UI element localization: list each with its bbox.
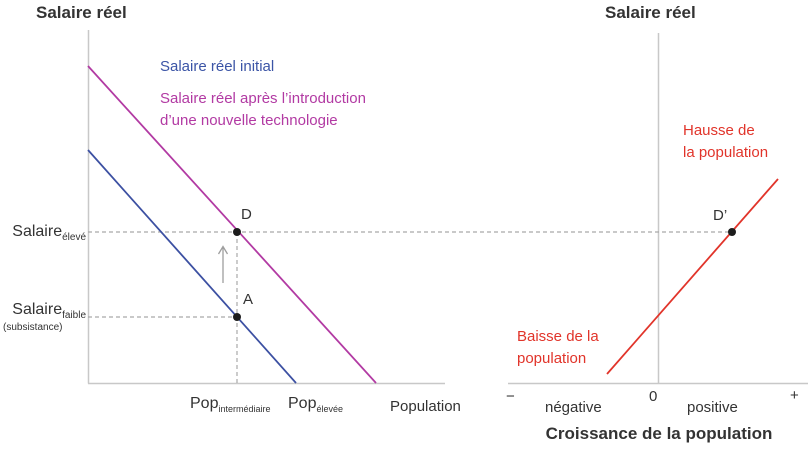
tick-positive: positive — [687, 399, 738, 416]
x-label-pop-high: Popélevée — [288, 394, 343, 414]
point-label-D-prime: D’ — [713, 207, 728, 224]
legend-new-tech-line1: Salaire réel après l’introduction — [160, 90, 366, 107]
annotation-population-rise: Hausse de la population — [683, 120, 768, 164]
y-label-high-wage: Salaireélevé — [0, 222, 86, 243]
population-growth-curve — [606, 178, 779, 375]
point-D — [233, 228, 241, 236]
x-label-pop-high-main: Pop — [288, 395, 317, 412]
x-label-pop-intermediate: Popintermédiaire — [190, 394, 271, 414]
annotation-rise-line2: la population — [683, 144, 769, 161]
point-A — [233, 313, 241, 321]
left-x-axis-label: Population — [390, 398, 461, 415]
tick-plus: + — [790, 387, 799, 404]
point-label-A: A — [243, 291, 254, 308]
legend-initial-wage: Salaire réel initial — [160, 58, 275, 75]
x-label-pop-intermediate-main: Pop — [190, 395, 219, 412]
y-label-low-wage-sub: faible — [62, 310, 86, 321]
right-panel-title: Salaire réel — [605, 3, 696, 22]
annotation-population-fall: Baisse de la population — [517, 326, 599, 370]
annotation-rise-line1: Hausse de — [683, 122, 755, 139]
x-label-pop-intermediate-sub: intermédiaire — [218, 404, 271, 414]
right-x-axis-label: Croissance de la population — [545, 424, 773, 443]
up-arrow — [217, 245, 229, 283]
annotation-fall-line2: population — [517, 350, 587, 367]
y-label-high-wage-sub: élevé — [62, 232, 86, 243]
new-tech-wage-curve — [87, 65, 377, 384]
y-label-high-wage-main: Salaire — [12, 223, 63, 240]
left-panel-title: Salaire réel — [36, 3, 127, 22]
point-D-prime — [728, 228, 736, 236]
tick-zero: 0 — [649, 388, 658, 405]
initial-wage-curve — [87, 149, 297, 384]
tick-negative: négative — [545, 399, 602, 416]
y-label-subsistence-note: (subsistance) — [3, 322, 63, 333]
point-label-D: D — [241, 206, 252, 223]
legend-new-tech-wage: Salaire réel après l’introduction d’une … — [160, 88, 366, 132]
x-label-pop-high-sub: élevée — [316, 404, 343, 414]
legend-new-tech-line2: d’une nouvelle technologie — [160, 112, 338, 129]
y-label-low-wage: Salairefaible — [0, 300, 86, 321]
tick-minus: − — [506, 388, 515, 405]
annotation-fall-line1: Baisse de la — [517, 328, 599, 345]
y-label-low-wage-main: Salaire — [12, 301, 63, 318]
